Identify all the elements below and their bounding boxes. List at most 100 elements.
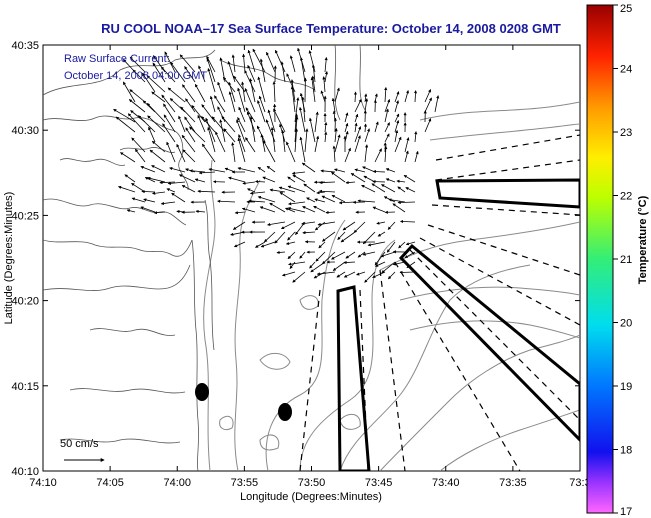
current-arrow (398, 241, 406, 249)
current-arrow (161, 94, 176, 113)
current-arrow (394, 100, 400, 113)
current-arrow (194, 178, 206, 183)
current-arrow (367, 241, 386, 247)
current-arrow (217, 199, 236, 203)
current-arrow (241, 81, 246, 103)
current-arrow (205, 117, 216, 143)
current-arrow (414, 150, 419, 163)
current-arrow (262, 176, 276, 183)
current-arrow (290, 85, 296, 113)
current-arrow (309, 261, 316, 269)
current-arrow (374, 261, 386, 267)
current-arrow (325, 210, 336, 215)
current-arrow (280, 61, 286, 83)
x-tick-label: 74:05 (96, 477, 124, 489)
current-arrow (386, 241, 396, 253)
current-arrow (404, 137, 410, 153)
current-arrow (364, 128, 371, 143)
current-arrow (146, 103, 166, 123)
colorbar-tick-label: 21 (620, 254, 632, 266)
current-arrow (259, 58, 266, 83)
current-arrow (291, 171, 306, 175)
current-arrow (266, 165, 276, 173)
current-arrow (320, 90, 326, 103)
colorbar-tick-label: 24 (620, 64, 632, 76)
current-arrow (299, 136, 306, 163)
current-arrow (399, 270, 416, 275)
current-arrow (281, 129, 286, 153)
current-arrow (318, 189, 336, 193)
current-arrow (405, 241, 416, 246)
marker-dot-2 (278, 403, 292, 421)
current-arrow (247, 64, 256, 83)
colorbar-tick-label: 17 (620, 506, 632, 518)
current-arrow (361, 184, 376, 193)
current-arrow (163, 103, 176, 123)
current-arrow (169, 167, 186, 173)
current-arrow (343, 271, 356, 278)
current-arrow (167, 181, 186, 185)
current-arrow (345, 251, 356, 259)
current-arrow (319, 180, 336, 185)
current-arrow (208, 168, 226, 173)
current-arrow (321, 195, 336, 203)
current-arrow (384, 108, 389, 123)
current-arrow (207, 67, 216, 93)
current-arrow (215, 131, 226, 153)
current-arrow (310, 76, 316, 103)
current-arrow (301, 96, 306, 123)
current-arrow (404, 150, 409, 163)
current-arrow (306, 197, 316, 203)
current-arrow (414, 131, 418, 143)
current-arrow (308, 117, 316, 143)
current-arrow (397, 186, 406, 193)
current-arrow (337, 231, 346, 240)
current-arrow (182, 149, 196, 163)
current-arrow (189, 126, 206, 143)
current-arrow (197, 189, 216, 193)
colorbar-tick-label: 23 (620, 127, 632, 139)
current-arrow (140, 206, 156, 213)
current-arrow (374, 121, 379, 133)
current-arrow (288, 201, 306, 206)
current-arrow (184, 116, 196, 133)
current-arrow (278, 186, 296, 193)
current-arrow (260, 241, 276, 248)
current-arrow (371, 183, 386, 193)
current-arrow (181, 134, 196, 153)
current-arrow (424, 97, 432, 113)
current-arrow (384, 145, 388, 163)
current-arrow (399, 219, 416, 224)
current-arrow (385, 168, 396, 173)
current-arrow (288, 261, 306, 266)
current-arrow (286, 141, 296, 163)
current-arrow (354, 122, 358, 133)
current-arrow (147, 115, 166, 133)
current-arrow (394, 129, 399, 143)
current-arrow (315, 251, 326, 262)
current-arrow (214, 95, 226, 113)
current-arrow (364, 98, 369, 113)
current-arrow (285, 241, 296, 245)
current-arrow (237, 87, 246, 113)
current-arrow (334, 127, 338, 143)
current-arrow (334, 134, 341, 153)
current-arrow (182, 84, 196, 103)
current-arrow (249, 116, 256, 143)
current-arrow (185, 127, 196, 143)
current-arrow (137, 115, 156, 133)
current-arrow (194, 83, 206, 103)
current-arrow (314, 111, 319, 133)
y-tick-label: 40:20 (11, 296, 39, 308)
current-arrow (290, 79, 296, 103)
current-arrow (384, 98, 391, 113)
current-arrow (350, 173, 366, 183)
current-arrow (318, 241, 326, 249)
current-arrow (384, 86, 388, 103)
current-arrow (353, 221, 366, 233)
current-arrow (117, 185, 136, 193)
current-arrow (241, 207, 256, 213)
x-axis-ticks: 74:10 74:05 74:00 73:55 73:50 73:45 73:40 73:35… (29, 45, 591, 489)
current-arrow (298, 106, 306, 133)
current-arrow (228, 81, 236, 103)
